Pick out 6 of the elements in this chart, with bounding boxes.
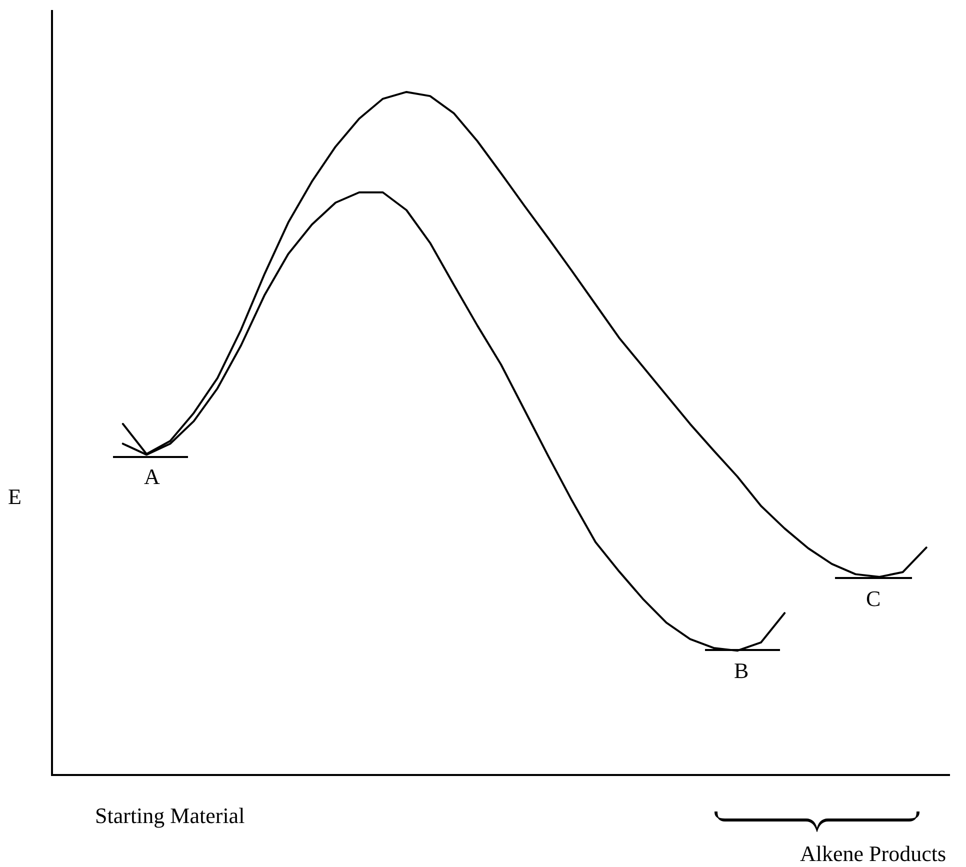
annotation: A: [144, 464, 160, 489]
text: Starting Material: [95, 803, 245, 828]
annotation: B: [734, 658, 749, 683]
annotation: C: [866, 586, 881, 611]
text: Alkene Products: [800, 841, 946, 866]
y-axis-title: E: [8, 484, 22, 509]
